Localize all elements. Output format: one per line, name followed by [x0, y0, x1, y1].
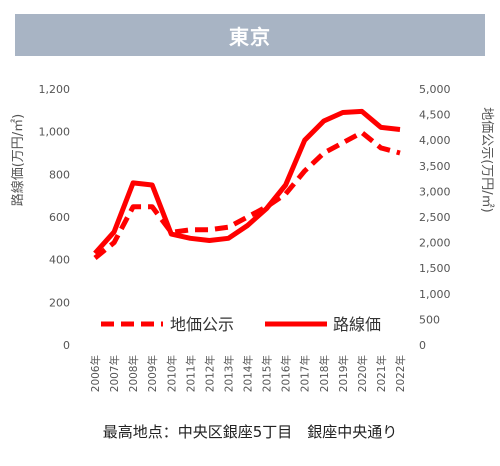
x-tick-label: 2022年: [394, 355, 407, 392]
left-tick-label: 0: [63, 339, 70, 352]
series-line-dashed: [93, 130, 401, 260]
title-banner: 東京: [15, 14, 485, 56]
x-tick-label: 2010年: [165, 355, 178, 392]
right-tick-label: 2,000: [419, 237, 451, 250]
x-tick-label: 2007年: [108, 355, 121, 392]
left-tick-label: 200: [49, 296, 70, 309]
right-tick-label: 0: [419, 339, 426, 352]
x-tick-label: 2019年: [337, 355, 350, 392]
right-tick-label: 3,000: [419, 185, 451, 198]
legend-label-dashed: 地価公示: [170, 315, 234, 334]
left-axis-title: 路線価(万円/㎡): [10, 114, 26, 207]
x-tick-label: 2011年: [184, 355, 197, 392]
x-tick-label: 2008年: [127, 355, 140, 392]
series-line-solid: [93, 108, 401, 255]
right-tick-label: 500: [419, 313, 440, 326]
right-tick-label: 3,500: [419, 160, 451, 173]
right-tick-label: 2,500: [419, 211, 451, 224]
right-tick-label: 4,000: [419, 134, 451, 147]
x-tick-label: 2020年: [356, 355, 369, 392]
chart: 0 200 400 600 800 1,000 1,200 0 500 1,000 1,500 2,0…: [10, 83, 494, 392]
right-tick-label: 1,000: [419, 288, 451, 301]
x-tick-label: 2016年: [280, 355, 293, 392]
right-axis-title: 地価公示(万円/㎡): [479, 107, 494, 213]
caption: 最高地点：中央区銀座5丁目 銀座中央通り: [102, 423, 398, 441]
x-tick-label: 2017年: [299, 355, 312, 392]
left-tick-label: 1,200: [39, 83, 71, 96]
left-tick-label: 600: [49, 211, 70, 224]
x-tick-label: 2009年: [146, 355, 159, 392]
right-tick-label: 1,500: [419, 262, 451, 275]
left-tick-label: 800: [49, 168, 70, 181]
chart-title: 東京: [229, 24, 271, 49]
left-tick-label: 1,000: [39, 126, 71, 139]
legend-label-solid: 路線価: [333, 315, 381, 334]
x-tick-label: 2012年: [203, 355, 216, 392]
x-tick-label: 2018年: [318, 355, 331, 392]
right-tick-label: 4,500: [419, 109, 451, 122]
left-tick-label: 400: [49, 254, 70, 267]
x-tick-label: 2014年: [242, 355, 255, 392]
x-tick-label: 2015年: [261, 355, 274, 392]
x-tick-label: 2013年: [222, 355, 235, 392]
x-tick-label: 2006年: [89, 355, 102, 392]
right-tick-label: 5,000: [419, 83, 451, 96]
x-tick-label: 2021年: [375, 355, 388, 392]
